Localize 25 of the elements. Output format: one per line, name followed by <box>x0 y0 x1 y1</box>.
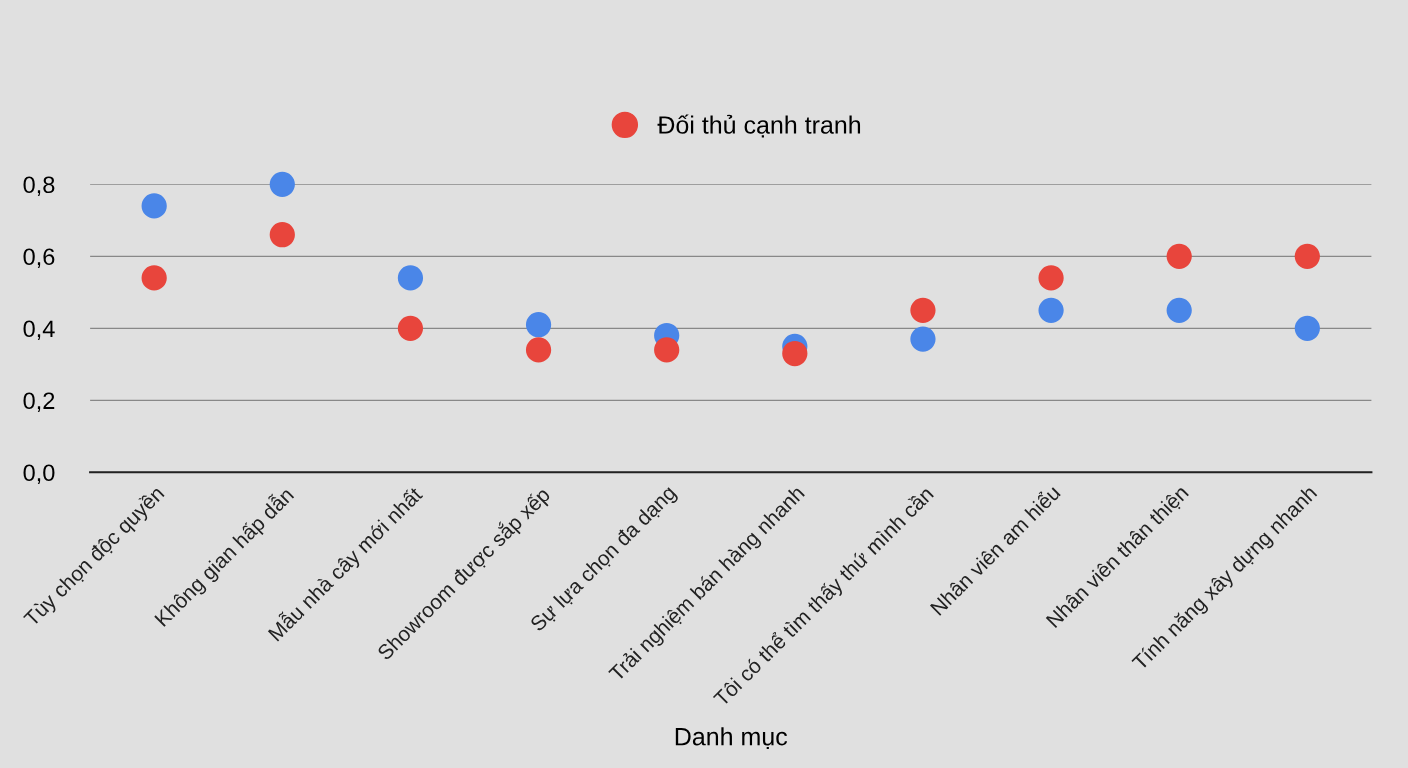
point <box>1038 265 1064 291</box>
point <box>1294 315 1320 341</box>
point <box>141 265 167 291</box>
point <box>141 193 167 219</box>
point <box>269 171 295 197</box>
y-tick-label: 0,4 <box>23 320 55 340</box>
x-axis-title: Danh mục <box>675 727 788 750</box>
legend-label: Đối thủ cạnh tranh <box>657 114 861 138</box>
y-tick-label: 0,6 <box>23 248 55 268</box>
point <box>910 297 936 323</box>
point <box>525 312 552 338</box>
point <box>525 337 552 363</box>
point <box>654 337 680 363</box>
point <box>1166 297 1192 323</box>
y-tick-label: 0,2 <box>23 392 55 412</box>
point <box>1038 297 1064 323</box>
point <box>910 326 936 352</box>
point <box>397 315 424 341</box>
point <box>782 340 808 367</box>
y-tick-label: 0,8 <box>23 176 55 196</box>
point <box>269 222 295 248</box>
point <box>397 265 424 291</box>
point <box>1166 243 1192 269</box>
point <box>1294 243 1320 269</box>
y-tick-label: 0,0 <box>23 464 55 484</box>
